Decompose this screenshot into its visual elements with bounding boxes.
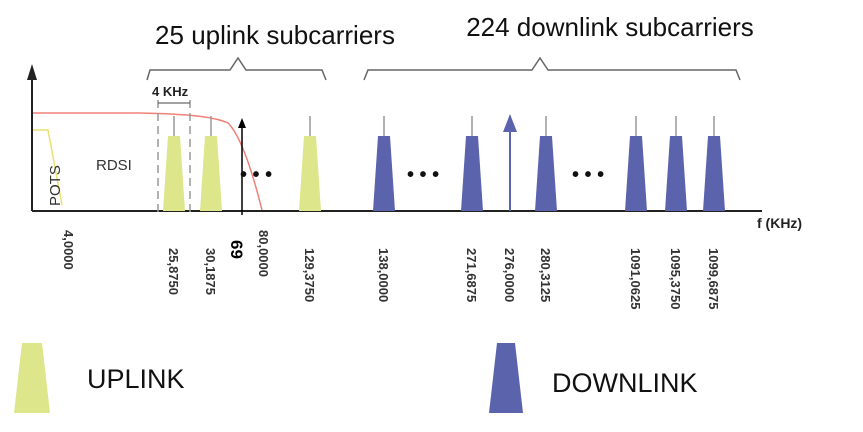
tick-label: 271,6875 [464, 248, 479, 302]
ellipsis: • • • [407, 164, 439, 186]
band-label: 4 KHz [152, 84, 189, 99]
ellipsis: • • • [240, 164, 272, 186]
rdsi-label: RDSI [96, 157, 132, 174]
tick-label: 30,1875 [203, 248, 218, 295]
tick-label: 138,0000 [376, 248, 391, 302]
tick-label: 276,0000 [502, 248, 517, 302]
tick-label: 80,0000 [256, 230, 271, 277]
tick-label: 1099,6875 [706, 248, 721, 309]
tick-label: 1091,0625 [628, 248, 643, 309]
uplink-carrier [200, 136, 222, 211]
marker-arrow-icon [238, 118, 246, 128]
pots-curve [33, 129, 63, 206]
mask-curve [33, 112, 263, 211]
uplink-legend-swatch [14, 343, 50, 413]
axis-label: f (KHz) [757, 215, 802, 231]
tick-label: 1095,3750 [668, 248, 683, 309]
tick-label: 280,3125 [538, 248, 553, 302]
downlink-carrier [665, 136, 687, 211]
downlink-carrier [703, 136, 725, 211]
pilot-arrow-icon [503, 114, 517, 132]
downlink-brace [363, 56, 741, 81]
downlink-carrier [373, 136, 395, 211]
y-axis-arrow-icon [27, 64, 37, 80]
downlink-legend-swatch [489, 343, 523, 413]
uplink-carrier [299, 136, 321, 211]
downlink-carrier [461, 136, 483, 211]
pots-label: POTS [47, 165, 64, 206]
uplink-brace [146, 56, 327, 81]
tick-label: 25,8750 [166, 248, 181, 295]
tick-label: 129,3750 [302, 248, 317, 302]
downlink-carrier [625, 136, 647, 211]
ellipsis: • • • [572, 164, 604, 186]
tick-label: 4,0000 [61, 230, 76, 270]
downlink-legend-label: DOWNLINK [552, 368, 698, 398]
marker-label: 69 [227, 240, 246, 259]
uplink-carrier [163, 136, 185, 211]
uplink-group-label: 25 uplink subcarriers [155, 20, 395, 50]
downlink-group-label: 224 downlink subcarriers [466, 12, 754, 42]
downlink-carrier [535, 136, 557, 211]
uplink-legend-label: UPLINK [87, 364, 185, 394]
